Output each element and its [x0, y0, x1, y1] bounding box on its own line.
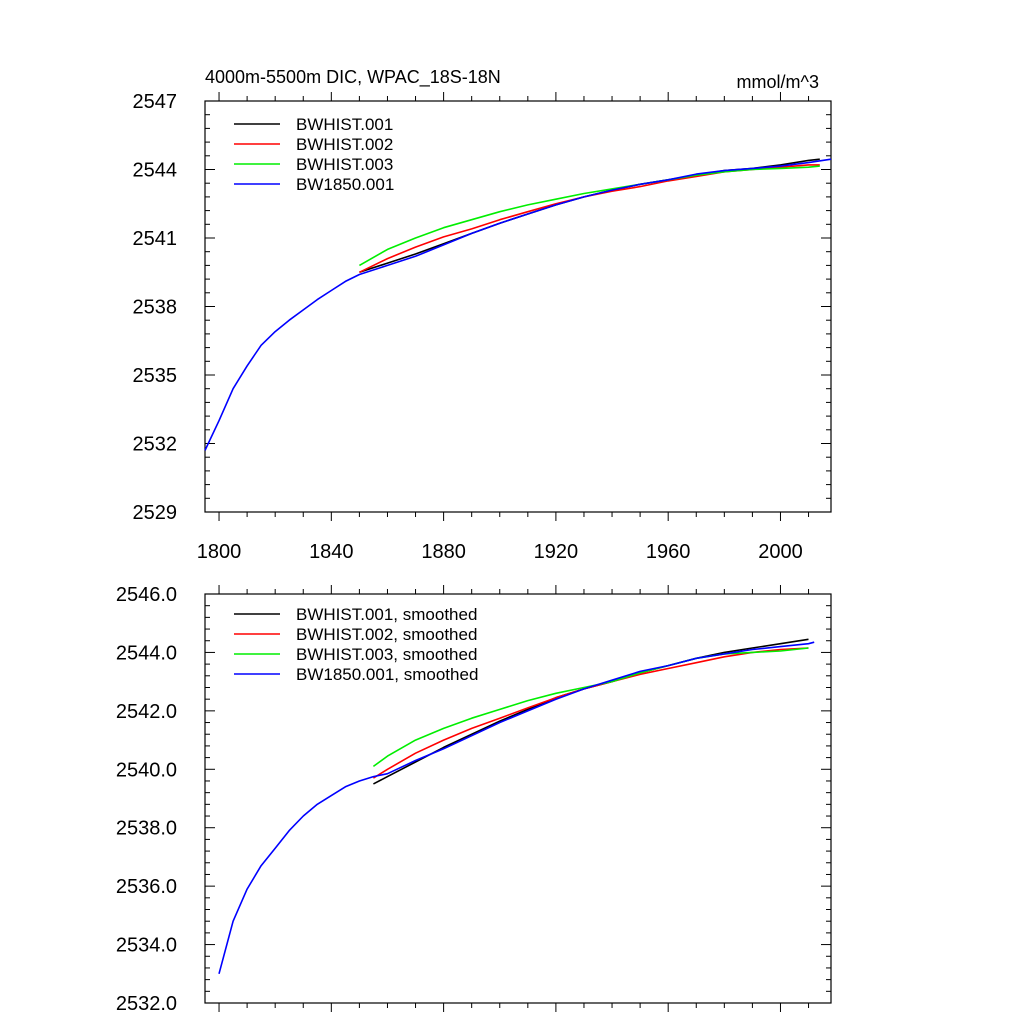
x-tick-label: 1960	[646, 541, 691, 563]
y-tick-label: 2532	[133, 434, 178, 456]
y-tick-label: 2538	[133, 297, 178, 319]
y-tick-label: 2540.0	[116, 759, 177, 781]
top-chart-panel: 4000m-5500m DIC, WPAC_18S-18N mmol/m^3 1…	[133, 67, 832, 563]
x-tick-label: 1800	[197, 541, 242, 563]
x-tick-label: 2000	[758, 541, 803, 563]
series-line	[359, 158, 820, 274]
y-tick-label: 2534.0	[116, 935, 177, 957]
series-line	[218, 641, 815, 975]
y-tick-label: 2542.0	[116, 701, 177, 723]
x-tick-label: 1840	[309, 541, 354, 563]
series-line	[204, 158, 832, 451]
bottom-chart-panel: 2532.0 2534.0 2536.0 2538.0 2540.0 2542.0 2544…	[116, 584, 832, 1015]
legend-label: BWHIST.002, smoothed	[296, 625, 477, 644]
chart-units-label: mmol/m^3	[737, 72, 819, 92]
series-line	[359, 165, 820, 267]
legend-label: BWHIST.001	[296, 115, 393, 134]
plot-frame	[204, 593, 832, 1004]
legend-label: BWHIST.001, smoothed	[296, 605, 477, 624]
x-tick-label: 1920	[534, 541, 579, 563]
y-tick-label: 2535	[133, 365, 178, 387]
series-line	[359, 164, 820, 274]
legend-label: BWHIST.002	[296, 135, 393, 154]
legend-label: BWHIST.003, smoothed	[296, 645, 477, 664]
chart-title: 4000m-5500m DIC, WPAC_18S-18N	[205, 67, 501, 88]
y-tick-label: 2546.0	[116, 584, 177, 606]
y-tick-label: 2547	[133, 91, 178, 113]
legend-label: BW1850.001, smoothed	[296, 665, 478, 684]
y-tick-label: 2538.0	[116, 818, 177, 840]
y-tick-label: 2541	[133, 228, 178, 250]
y-tick-label: 2532.0	[116, 993, 177, 1015]
legend-label: BW1850.001	[296, 175, 394, 194]
x-tick-label: 1880	[421, 541, 466, 563]
y-tick-label: 2529	[133, 502, 178, 524]
legend-label: BWHIST.003	[296, 155, 393, 174]
series-line	[372, 647, 809, 768]
y-tick-label: 2544.0	[116, 642, 177, 664]
y-tick-label: 2544	[133, 160, 178, 182]
y-tick-label: 2536.0	[116, 876, 177, 898]
